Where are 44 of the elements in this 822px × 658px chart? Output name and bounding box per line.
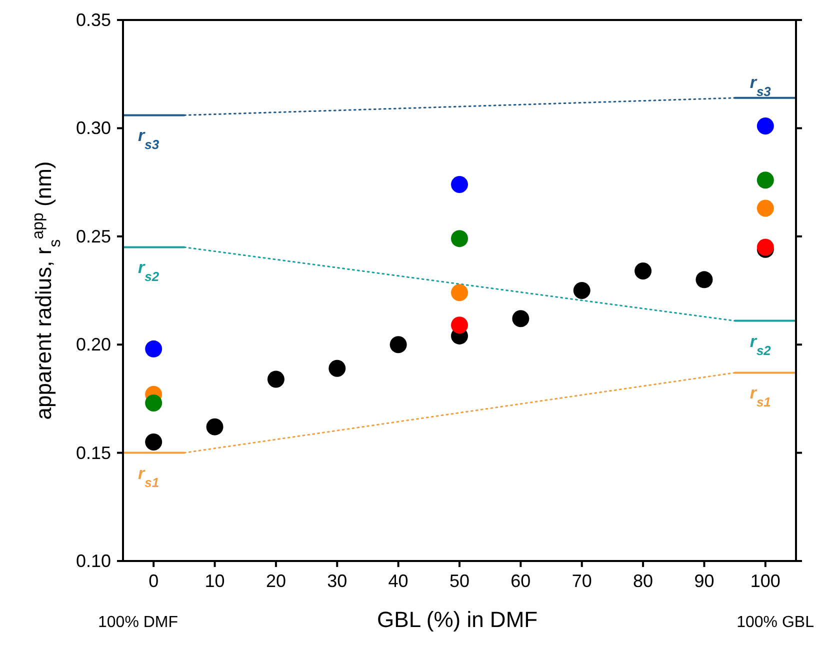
series-label: r$_{s1}$ [750, 384, 771, 410]
point [451, 284, 468, 302]
point [145, 340, 162, 358]
point [451, 230, 468, 248]
text: 100% GBL [736, 614, 814, 632]
x-tick-label: 50 [449, 571, 470, 591]
point [634, 262, 652, 280]
point [145, 433, 162, 450]
point [696, 271, 713, 288]
point [756, 118, 774, 135]
point [512, 310, 530, 328]
series-label: r$_{s3}$ [138, 126, 160, 152]
point [756, 200, 774, 217]
point [206, 418, 224, 436]
y-tick-label: 0.15 [76, 442, 111, 463]
point [451, 176, 468, 193]
series-label: r$_{s2}$ [750, 332, 772, 358]
y-tick-label: 0.20 [76, 334, 111, 355]
point [328, 360, 346, 377]
series-label: r$_{s3}$ [750, 72, 772, 98]
x-tick-label: 30 [327, 571, 348, 591]
point [390, 336, 407, 354]
point [451, 316, 468, 334]
x-tick-label: 90 [694, 571, 714, 591]
x-tick-label: 60 [510, 571, 531, 591]
x-tick-label: 80 [633, 571, 654, 591]
series-label: r$_{s1}$ [138, 464, 160, 490]
y-tick-label: 0.25 [76, 226, 111, 246]
point [267, 370, 284, 388]
x-tick-label: 0 [148, 571, 159, 591]
x-axis-title: GBL (%) in DMF [377, 607, 538, 633]
y-tick-label: 0.30 [76, 118, 111, 138]
y-tick-label: 0.10 [76, 551, 111, 571]
x-tick-label: 10 [204, 571, 225, 591]
point [756, 172, 774, 189]
x-tick-label: 100 [750, 571, 780, 591]
x-tick-label: 40 [388, 571, 408, 591]
series-label: r$_{s2}$ [138, 258, 160, 284]
point [145, 394, 162, 412]
text: 100% DMF [98, 614, 178, 632]
y-tick-label: 0.35 [76, 10, 111, 30]
point [573, 282, 590, 299]
x-tick-label: 70 [572, 571, 592, 591]
x-tick-label: 20 [266, 571, 286, 591]
